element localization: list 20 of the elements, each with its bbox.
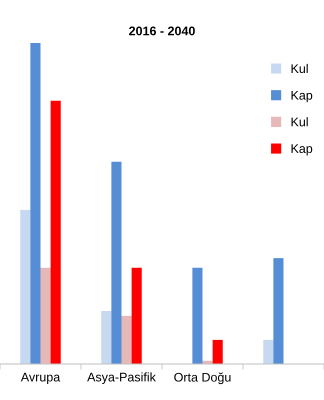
legend-label: Kul [292,64,308,74]
bar [273,258,284,364]
legend-label: Kap [292,90,312,102]
bar [212,340,223,364]
bar [40,268,51,364]
bar [20,210,30,364]
x-tick-label: Avrupa [20,372,60,384]
bar [122,316,132,364]
legend-label: Kap [292,144,312,156]
bar [50,100,61,364]
bar [111,162,122,364]
x-tick-label: Asya-Pasifik [87,372,156,384]
bar [30,43,40,364]
bar [192,268,202,364]
bar [101,311,112,364]
x-tick-label: Orta Doğu [174,372,231,384]
bar [263,340,274,364]
chart-title: 2016 - 2040 [129,26,195,36]
legend-label: Kul [292,117,308,126]
bar [132,268,142,364]
